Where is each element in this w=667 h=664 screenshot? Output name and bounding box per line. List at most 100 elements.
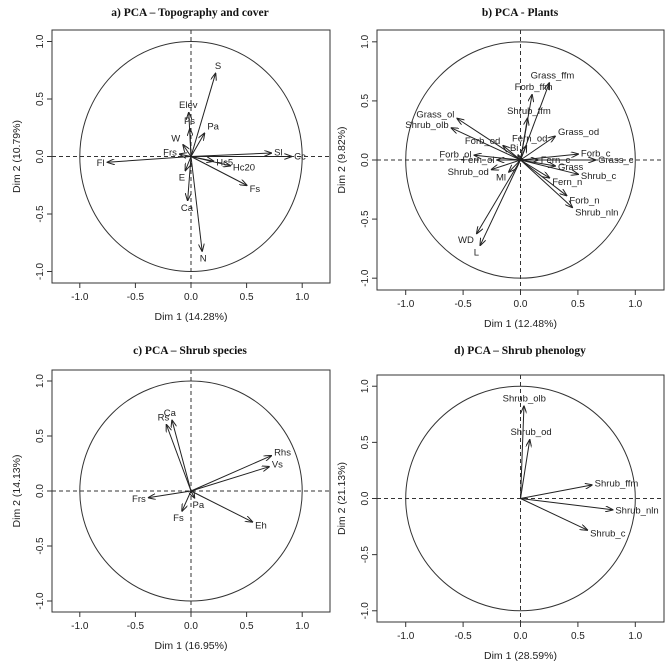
vector-label: Ps <box>184 116 195 127</box>
loading-arrow-grass_ol <box>457 119 521 161</box>
loading-arrow-frs <box>149 490 192 498</box>
x-tick-label: 0.0 <box>514 631 528 642</box>
x-tick-label: -1.0 <box>71 621 89 632</box>
y-axis-label: Dim 2 (10.79%) <box>11 120 23 193</box>
loading-arrow-ca <box>172 421 192 492</box>
x-axis-label: Dim 1 (16.95%) <box>155 640 228 652</box>
vector-label: Shrub_c <box>590 528 626 539</box>
y-tick-label: 0.0 <box>360 153 371 167</box>
vector-label: N <box>200 254 207 265</box>
x-tick-label: 0.5 <box>571 299 585 310</box>
vector-label: Shrub_ffm <box>507 106 551 117</box>
x-tick-label: 1.0 <box>295 292 309 303</box>
vector-label: Shrub_c <box>581 171 617 182</box>
loading-arrow-shrub_c <box>520 498 588 530</box>
x-tick-label: 0.5 <box>571 631 585 642</box>
vector-label: Cc <box>294 152 306 163</box>
vector-label: Sl <box>274 148 282 159</box>
vector-label: Rhs <box>274 448 291 459</box>
loading-arrow-vs <box>190 467 269 492</box>
y-tick-label: 0.5 <box>35 92 46 106</box>
x-tick-label: 0.0 <box>514 299 528 310</box>
y-tick-label: -0.5 <box>360 546 371 564</box>
y-tick-label: 0.0 <box>360 491 371 505</box>
x-tick-label: -1.0 <box>397 631 415 642</box>
loading-arrow-pa <box>190 134 204 157</box>
y-tick-label: 0.5 <box>35 429 46 443</box>
vector-label: Shrub_olb <box>503 393 546 404</box>
loading-arrow-w <box>183 145 192 157</box>
panel-2: b) PCA - Plants -1.0 -1.0 -0.5 -0.5 0.0 0.0 0.5… <box>336 7 665 330</box>
loading-arrow-rhs <box>190 456 271 492</box>
loading-arrow-grass_od <box>520 136 555 161</box>
y-tick-label: -1.0 <box>360 269 371 287</box>
y-axis-label: Dim 2 (14.13%) <box>11 455 23 528</box>
vector-label: Fern_od <box>512 133 547 144</box>
y-tick-label: 1.0 <box>360 379 371 393</box>
x-tick-label: 0.5 <box>240 292 254 303</box>
loading-arrow-fs <box>190 156 247 186</box>
vector-label: Frs <box>163 148 177 159</box>
x-tick-label: -0.5 <box>454 299 472 310</box>
loading-arrow-forb_c <box>520 154 578 161</box>
x-tick-label: 1.0 <box>628 631 642 642</box>
x-tick-label: -0.5 <box>127 292 145 303</box>
panel-title: b) PCA - Plants <box>482 7 559 19</box>
loading-arrow-s <box>190 74 215 157</box>
vector-label: Ml <box>496 172 506 183</box>
vector-label: Elev <box>179 100 198 111</box>
loading-arrow-shrub_nln <box>520 159 573 207</box>
x-tick-label: 1.0 <box>295 621 309 632</box>
vector-label: Grass_ffm <box>531 71 575 82</box>
vector-label: Frs <box>132 494 146 505</box>
vector-label: S <box>215 61 221 72</box>
vector-label: Forb_od <box>465 136 500 147</box>
loading-arrow-forb_n <box>520 159 567 195</box>
x-axis-label: Dim 1 (28.59%) <box>484 650 557 662</box>
vector-label: Grass_c <box>598 155 634 166</box>
loading-arrow-wd <box>477 159 521 233</box>
loading-arrow-fl <box>108 156 192 163</box>
x-tick-label: 0.5 <box>240 621 254 632</box>
vector-label: Ca <box>164 408 177 419</box>
vector-label: Bi <box>510 143 518 154</box>
vector-label: E <box>179 173 185 184</box>
y-axis-label: Dim 2 (21.13%) <box>336 462 348 535</box>
x-tick-label: -1.0 <box>71 292 89 303</box>
loading-arrow-sl <box>190 153 271 157</box>
vector-label: Fs <box>173 513 184 524</box>
y-tick-label: -1.0 <box>35 592 46 610</box>
y-tick-label: 1.0 <box>35 374 46 388</box>
loading-arrow-frs <box>180 154 192 156</box>
vector-label: Grass_od <box>558 127 599 138</box>
loading-arrow-ps <box>190 129 191 157</box>
loading-arrow-n <box>190 156 202 251</box>
vector-label: Fern_ol <box>462 155 494 166</box>
y-tick-label: -0.5 <box>35 537 46 555</box>
vector-label: Shrub_od <box>448 167 489 178</box>
vector-label: Shrub_nln <box>575 208 618 219</box>
loading-arrow-pa <box>191 491 194 498</box>
vector-label: W <box>171 133 180 144</box>
y-tick-label: -0.5 <box>35 205 46 223</box>
vector-label: Vs <box>272 459 283 470</box>
loading-arrow-bi <box>518 155 520 160</box>
vector-label: Fs <box>250 184 261 195</box>
y-tick-label: 1.0 <box>360 34 371 48</box>
loading-arrow-shrub_od <box>520 440 530 499</box>
y-tick-label: 0.5 <box>360 435 371 449</box>
panel-1: a) PCA – Topography and cover -1.0 -1.0 -0.… <box>11 7 331 323</box>
vector-label: Fern_c <box>541 155 571 166</box>
y-tick-label: -1.0 <box>35 262 46 280</box>
panel-title: c) PCA – Shrub species <box>133 345 247 357</box>
vector-label: Shrub_olb <box>405 120 448 131</box>
vector-label: Eh <box>255 520 267 531</box>
vector-label: Fl <box>97 158 105 169</box>
x-tick-label: -0.5 <box>454 631 472 642</box>
loading-arrow-shrub_nln <box>520 498 613 510</box>
panel-4: d) PCA – Shrub phenology -1.0 -1.0 -0.5 -0.5… <box>336 345 665 662</box>
loading-arrow-shrub_olb <box>452 128 521 161</box>
loading-arrow-e <box>185 156 192 171</box>
x-axis-label: Dim 1 (12.48%) <box>484 318 557 330</box>
